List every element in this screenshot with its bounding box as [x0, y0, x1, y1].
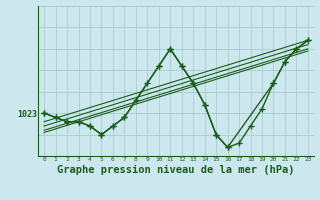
X-axis label: Graphe pression niveau de la mer (hPa): Graphe pression niveau de la mer (hPa) — [57, 165, 295, 175]
